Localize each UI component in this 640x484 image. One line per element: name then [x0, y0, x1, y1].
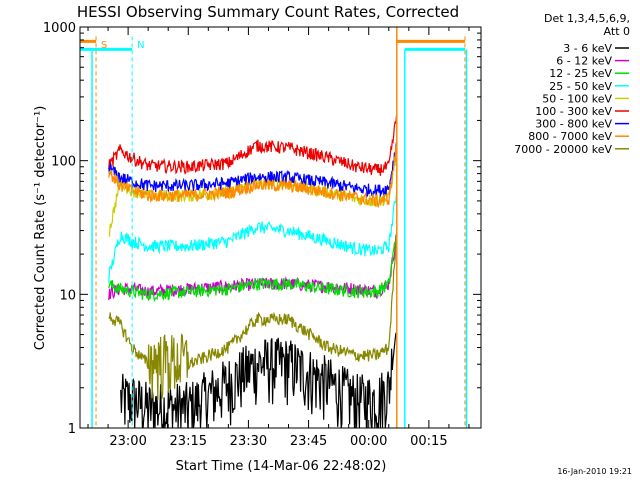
legend-label-12-25-kev: 12 - 25 keV	[549, 67, 612, 80]
series-line-100-300-kev	[108, 115, 398, 176]
x-tick-label: 00:00	[350, 434, 387, 449]
x-axis-label: Start Time (14-Mar-06 22:48:02)	[176, 459, 387, 474]
legend-label-3-6-kev: 3 - 6 keV	[563, 42, 612, 55]
series-line-6-12-kev	[108, 234, 397, 301]
y-tick-label: 10	[59, 288, 76, 303]
legend-label-50-100-kev: 50 - 100 keV	[542, 92, 612, 105]
x-tick-label: 23:00	[109, 434, 146, 449]
legend-header-line-1: Det 1,3,4,5,6,9,	[544, 12, 630, 25]
plot-frame	[79, 26, 482, 429]
y-axis-label: Corrected Count Rate (s⁻¹ detector⁻¹)	[33, 106, 48, 351]
series-line-800-7000-kev	[108, 145, 397, 209]
series-line-12-25-kev	[108, 233, 398, 303]
legend-label-6-12-kev: 6 - 12 keV	[556, 55, 612, 68]
legend-label-800-7000-kev: 800 - 7000 keV	[528, 130, 612, 143]
legend-header-line-2: Att 0	[604, 25, 630, 38]
x-tick-label: 23:15	[170, 434, 207, 449]
annotation-n: N	[137, 40, 144, 51]
footer-timestamp: 16-Jan-2010 19:21	[557, 467, 632, 476]
y-tick-label: 1000	[43, 21, 76, 36]
axes-layer: 1 10 100 1000 23:00 23:15 23:30 23:45 00:00 00:15	[43, 21, 482, 449]
x-tick-label: 23:30	[230, 434, 267, 449]
legend-label-7000-20000-kev: 7000 - 20000 keV	[514, 143, 612, 156]
series-line-3-6-kev	[120, 332, 398, 428]
series-group	[108, 115, 398, 428]
series-line-7000-20000-kev	[108, 238, 397, 401]
x-tick-label: 00:15	[410, 434, 447, 449]
annotation-s: S	[101, 40, 107, 51]
legend-label-25-50-kev: 25 - 50 keV	[549, 80, 612, 93]
y-tick-label: 1	[68, 422, 76, 437]
legend-label-100-300-kev: 100 - 300 keV	[535, 105, 612, 118]
chart-title: HESSI Observing Summary Count Rates, Cor…	[77, 3, 459, 21]
x-tick-label: 23:45	[290, 434, 327, 449]
series-line-25-50-kev	[108, 193, 398, 283]
legend-label-300-800-kev: 300 - 800 keV	[535, 118, 612, 131]
y-tick-label: 100	[51, 155, 76, 170]
series-line-300-800-kev	[108, 141, 398, 198]
